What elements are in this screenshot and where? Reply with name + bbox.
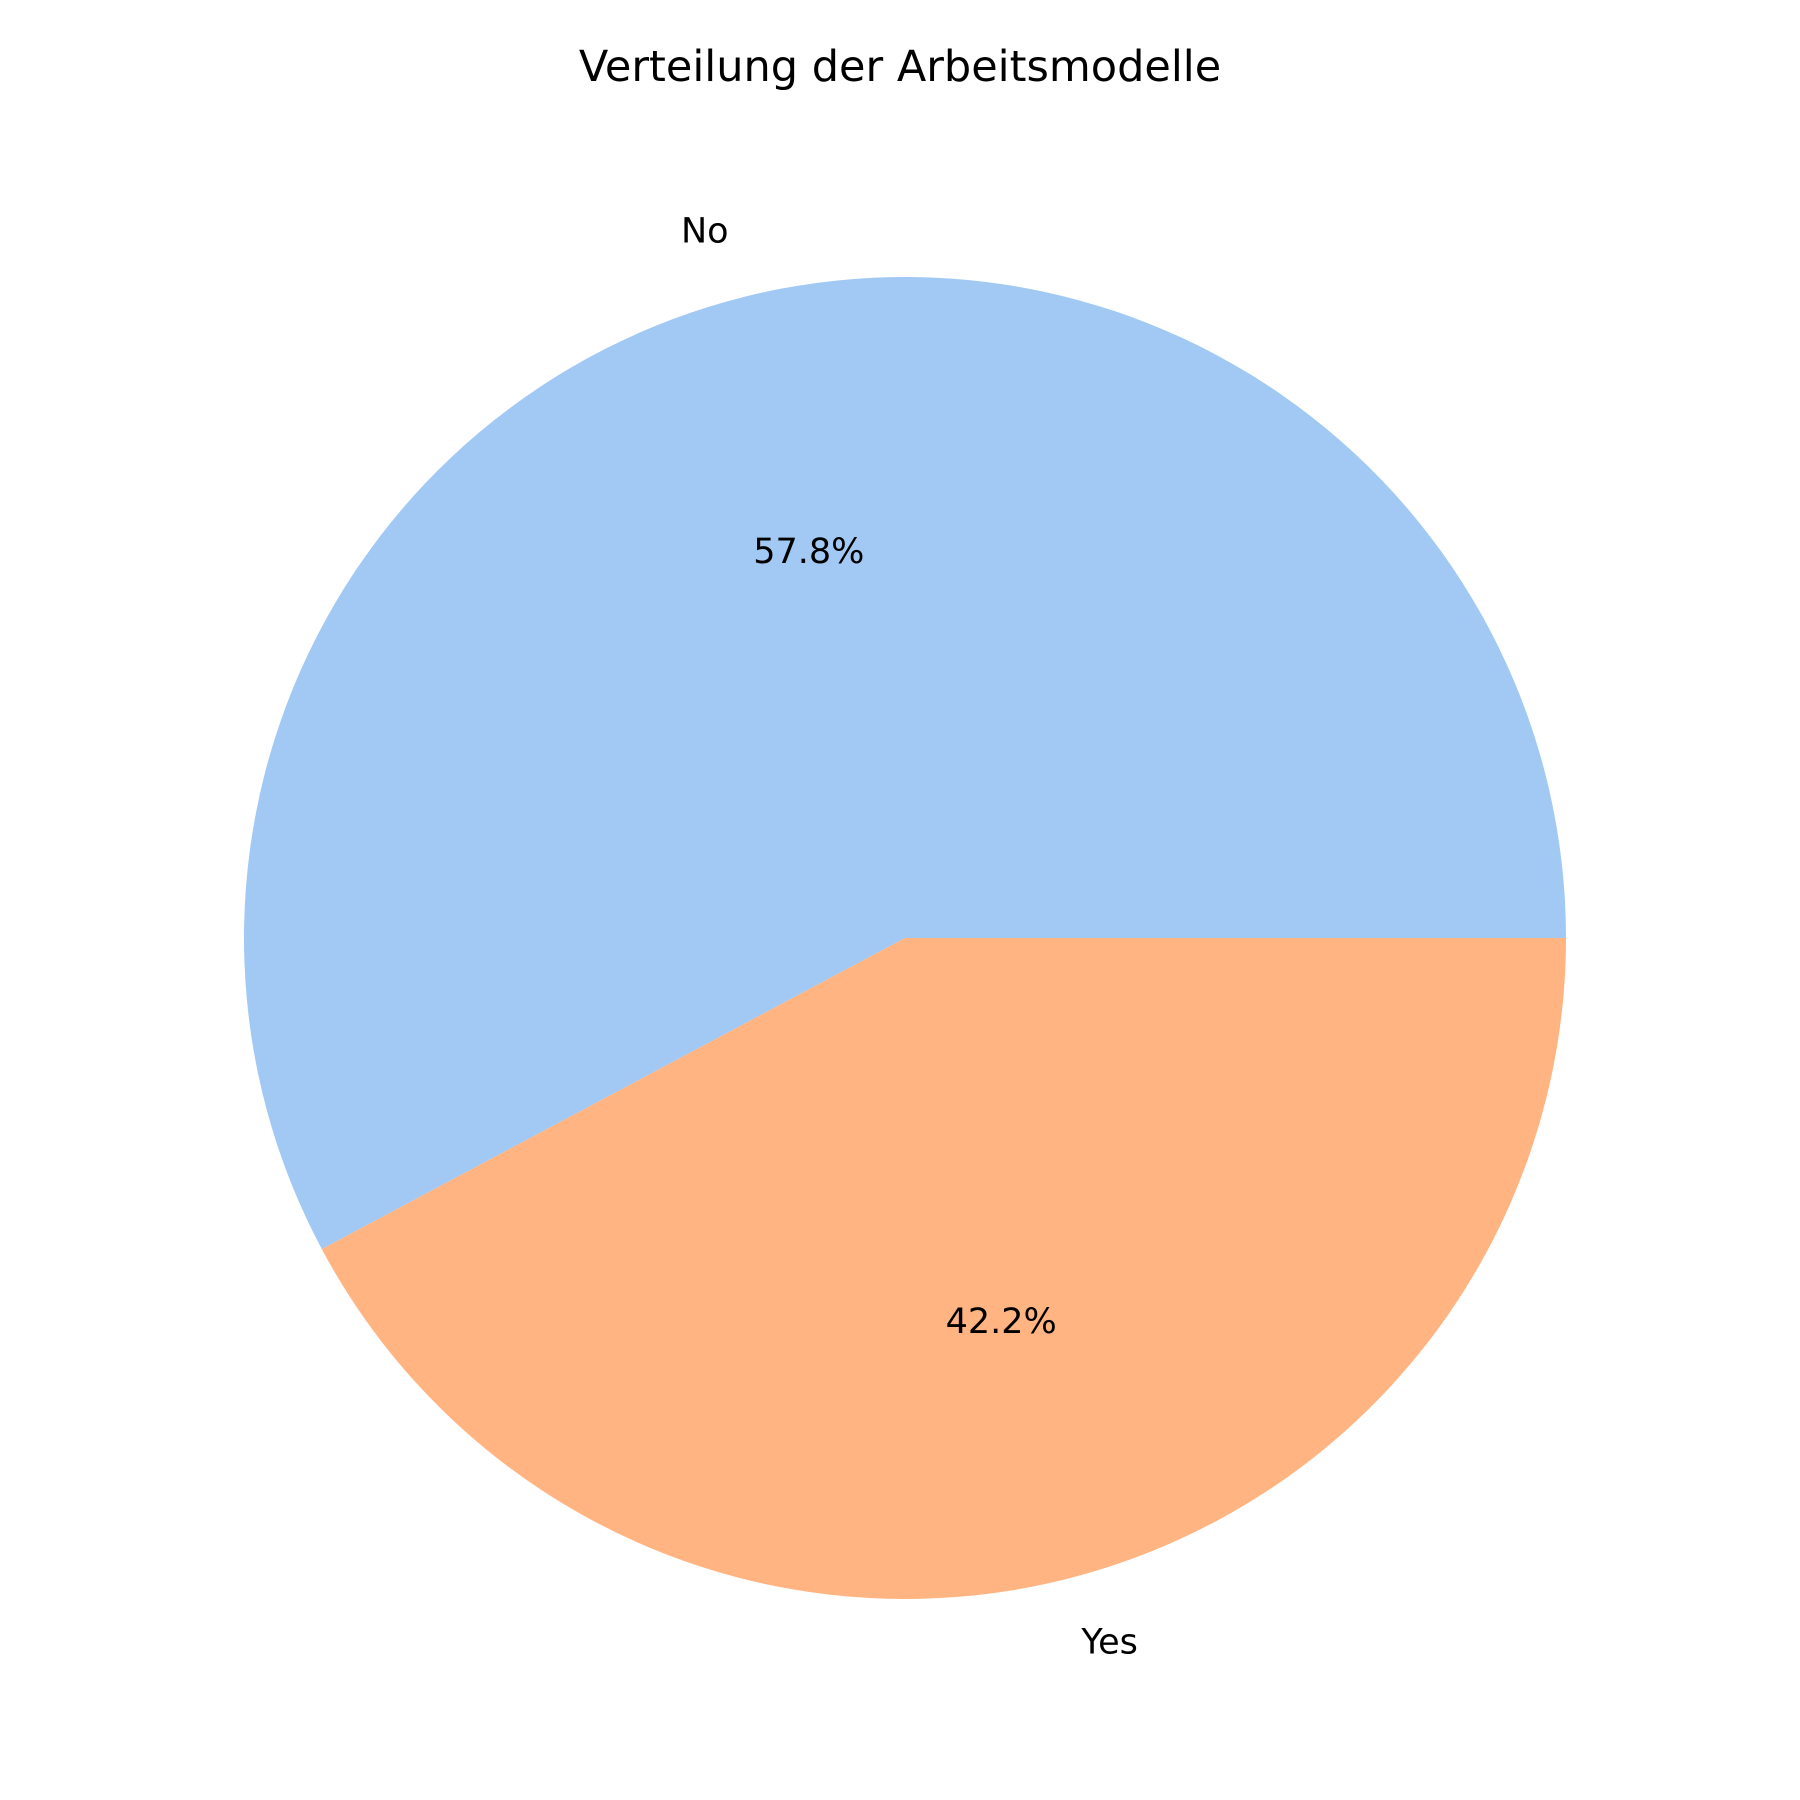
pie-slice-yes [321,938,1566,1599]
slice-label-no: No [681,212,729,252]
slice-percent-yes: 42.2% [946,1302,1057,1342]
pie-slices [243,276,1567,1599]
pie-labels: No 57.8% Yes 42.2% [681,212,1138,1663]
pie-slice-no [243,276,1567,1250]
slice-label-yes: Yes [1080,1622,1138,1662]
chart-title: Verteilung der Arbeitsmodelle [578,42,1222,92]
slice-percent-no: 57.8% [753,532,864,572]
